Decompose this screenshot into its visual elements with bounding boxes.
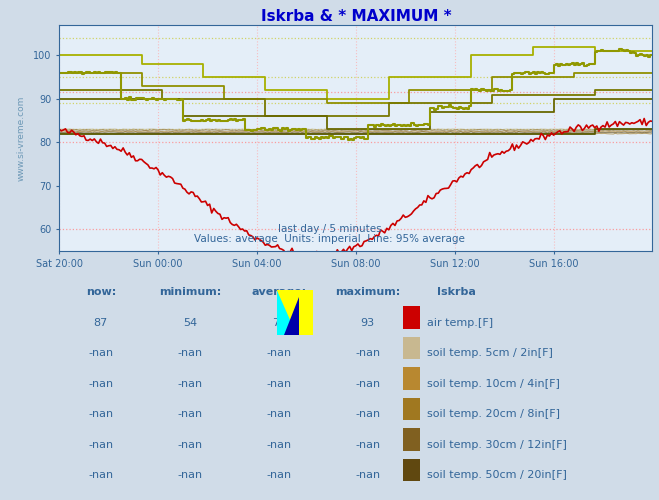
Text: -nan: -nan bbox=[88, 378, 113, 388]
Text: Values: average  Units: imperial  Line: 95% average: Values: average Units: imperial Line: 95… bbox=[194, 234, 465, 244]
Text: -nan: -nan bbox=[177, 409, 202, 419]
Text: www.si-vreme.com: www.si-vreme.com bbox=[16, 96, 25, 180]
Text: air temp.[F]: air temp.[F] bbox=[427, 318, 493, 328]
Text: -nan: -nan bbox=[355, 348, 380, 358]
Text: minimum:: minimum: bbox=[159, 287, 221, 297]
Text: Iskrba: Iskrba bbox=[438, 287, 476, 297]
Polygon shape bbox=[277, 290, 297, 335]
Text: -nan: -nan bbox=[266, 470, 291, 480]
Text: now:: now: bbox=[86, 287, 116, 297]
Text: soil temp. 50cm / 20in[F]: soil temp. 50cm / 20in[F] bbox=[427, 470, 567, 480]
Text: 93: 93 bbox=[360, 318, 375, 328]
Text: -nan: -nan bbox=[355, 409, 380, 419]
Text: soil temp. 10cm / 4in[F]: soil temp. 10cm / 4in[F] bbox=[427, 378, 560, 388]
Text: average:: average: bbox=[251, 287, 306, 297]
Text: -nan: -nan bbox=[177, 470, 202, 480]
Text: -nan: -nan bbox=[355, 378, 380, 388]
Text: soil temp. 5cm / 2in[F]: soil temp. 5cm / 2in[F] bbox=[427, 348, 553, 358]
FancyBboxPatch shape bbox=[403, 459, 420, 481]
FancyBboxPatch shape bbox=[403, 337, 420, 359]
Text: -nan: -nan bbox=[266, 440, 291, 450]
Text: -nan: -nan bbox=[355, 440, 380, 450]
Text: -nan: -nan bbox=[177, 440, 202, 450]
FancyBboxPatch shape bbox=[403, 368, 420, 390]
FancyBboxPatch shape bbox=[403, 428, 420, 451]
Polygon shape bbox=[284, 296, 299, 335]
FancyBboxPatch shape bbox=[403, 398, 420, 420]
Text: 74: 74 bbox=[272, 318, 286, 328]
Text: -nan: -nan bbox=[177, 378, 202, 388]
Text: soil temp. 30cm / 12in[F]: soil temp. 30cm / 12in[F] bbox=[427, 440, 567, 450]
Text: -nan: -nan bbox=[88, 348, 113, 358]
Text: -nan: -nan bbox=[88, 470, 113, 480]
Text: -nan: -nan bbox=[266, 409, 291, 419]
Text: soil temp. 20cm / 8in[F]: soil temp. 20cm / 8in[F] bbox=[427, 409, 560, 419]
Text: -nan: -nan bbox=[266, 378, 291, 388]
Text: -nan: -nan bbox=[177, 348, 202, 358]
Text: 87: 87 bbox=[94, 318, 108, 328]
Title: Iskrba & * MAXIMUM *: Iskrba & * MAXIMUM * bbox=[260, 9, 451, 24]
FancyBboxPatch shape bbox=[403, 306, 420, 329]
Text: -nan: -nan bbox=[355, 470, 380, 480]
Text: last day / 5 minutes: last day / 5 minutes bbox=[277, 224, 382, 234]
Text: -nan: -nan bbox=[88, 440, 113, 450]
Text: maximum:: maximum: bbox=[335, 287, 401, 297]
Text: 54: 54 bbox=[183, 318, 197, 328]
Text: -nan: -nan bbox=[88, 409, 113, 419]
Text: -nan: -nan bbox=[266, 348, 291, 358]
